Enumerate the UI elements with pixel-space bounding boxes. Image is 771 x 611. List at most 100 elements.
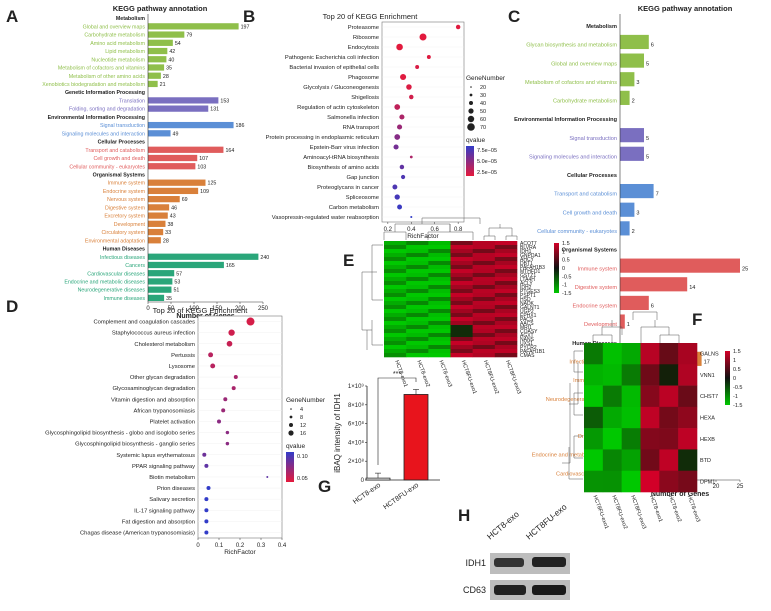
bar-label: Metabolism of other amino acids bbox=[69, 74, 146, 80]
heatmap-cell bbox=[640, 470, 660, 493]
bar-label: Global and overview maps bbox=[551, 61, 617, 67]
tick-label: 1×10⁹ bbox=[348, 383, 365, 390]
heatmap-cell bbox=[428, 309, 451, 314]
heatmap-cell bbox=[494, 345, 518, 350]
bar-label: Cell growth and death bbox=[93, 156, 145, 162]
heatmap-cell bbox=[428, 345, 451, 350]
heatmap-cell bbox=[494, 241, 518, 246]
row-label: NADK bbox=[520, 301, 535, 307]
heatmap-cell bbox=[472, 253, 496, 258]
heatmap-cell bbox=[494, 249, 518, 254]
heatmap-cell bbox=[428, 305, 451, 310]
data-point bbox=[221, 408, 226, 413]
bar-label: Lipid metabolism bbox=[105, 49, 145, 55]
bar-value: 38 bbox=[167, 222, 173, 228]
heatmap-cell bbox=[494, 349, 518, 354]
bar-value: 125 bbox=[208, 181, 217, 187]
heatmap-cell bbox=[678, 449, 698, 472]
data-point bbox=[226, 340, 233, 347]
bar-value: 28 bbox=[163, 74, 169, 80]
legend-size-label: 12 bbox=[300, 423, 306, 429]
legend-color-label: 0.10 bbox=[297, 454, 308, 460]
row-label: MTHFD1 bbox=[520, 269, 540, 275]
heatmap-cell bbox=[450, 273, 473, 278]
row-label: HEXB bbox=[700, 437, 715, 443]
heatmap-cell bbox=[494, 337, 518, 342]
tick-label: 50 bbox=[168, 306, 175, 312]
heatmap-cell bbox=[472, 305, 496, 310]
bar bbox=[148, 80, 158, 88]
category-label: HCT8FU-exo bbox=[382, 482, 420, 511]
heatmap-cell bbox=[450, 317, 473, 322]
category-label: Staphylococcus aureus infection bbox=[112, 331, 195, 337]
heatmap-cell bbox=[406, 341, 429, 346]
heatmap-cell bbox=[494, 313, 518, 318]
data-point bbox=[204, 497, 209, 502]
bar-value: 35 bbox=[166, 296, 172, 302]
column-label: HCT8-exo2 bbox=[667, 495, 682, 523]
heatmap-cell bbox=[472, 277, 496, 282]
legend-size-swatch bbox=[467, 123, 475, 131]
tick-label: 0 bbox=[196, 543, 200, 549]
colorbar-label: 1 bbox=[562, 249, 565, 255]
category-label: Proteoglycans in cancer bbox=[317, 185, 379, 191]
legend-size-label: 60 bbox=[480, 117, 486, 123]
row-label: PAFAH1B3 bbox=[520, 265, 545, 271]
heatmap-cell bbox=[450, 281, 473, 286]
data-point bbox=[394, 104, 401, 110]
row-label: LTA4H bbox=[520, 277, 535, 283]
bar-value: 5 bbox=[646, 154, 649, 160]
heatmap-cell bbox=[428, 313, 451, 318]
panel-letter: E bbox=[343, 251, 354, 270]
heatmap-cell bbox=[406, 273, 429, 278]
heatmap-cell bbox=[494, 297, 518, 302]
heatmap-cell bbox=[494, 301, 518, 306]
heatmap-cell bbox=[640, 343, 660, 365]
heatmap-cell bbox=[602, 385, 622, 408]
category-label: Pathogenic Escherichia coli infection bbox=[285, 55, 379, 61]
bar-value: 28 bbox=[163, 238, 169, 244]
heatmap-cell bbox=[659, 385, 679, 408]
heatmap-cell bbox=[428, 245, 451, 250]
heatmap-cell bbox=[406, 301, 429, 306]
heatmap-cell bbox=[472, 349, 496, 354]
heatmap-cell bbox=[472, 281, 496, 286]
heatmap-cell bbox=[584, 428, 604, 450]
heatmap-cell bbox=[406, 285, 429, 290]
heatmap-cell bbox=[384, 253, 407, 258]
row-label: CMAS bbox=[520, 353, 535, 359]
row-label: PSPT1 bbox=[520, 293, 536, 299]
colorbar-label: -1.5 bbox=[562, 291, 571, 297]
legend-size-label: 4 bbox=[300, 407, 303, 413]
row-label: VNN1 bbox=[700, 373, 715, 379]
bar-value: 21 bbox=[160, 82, 166, 88]
heatmap-cell bbox=[602, 406, 622, 429]
heatmap-cell bbox=[428, 329, 451, 334]
data-point bbox=[204, 530, 209, 535]
data-point bbox=[399, 114, 405, 120]
heatmap-cell bbox=[428, 277, 451, 282]
category-label: Lysosome bbox=[169, 364, 195, 370]
bar bbox=[620, 221, 630, 236]
heatmap-cell bbox=[450, 309, 473, 314]
row-label: PYCR2 bbox=[520, 345, 537, 351]
colorbar bbox=[725, 351, 730, 405]
tick-label: 20 bbox=[713, 484, 720, 490]
heatmap-cell bbox=[384, 305, 407, 310]
heatmap-cell bbox=[472, 317, 496, 322]
heatmap-cell bbox=[494, 321, 518, 326]
heatmap-cell bbox=[384, 261, 407, 266]
column-label: HCT8-exo3 bbox=[438, 360, 453, 388]
heatmap-cell bbox=[494, 281, 518, 286]
tick-label: 0.8 bbox=[454, 227, 463, 233]
legend-size-swatch bbox=[290, 408, 292, 410]
legend-title: qvalue bbox=[466, 137, 486, 144]
heatmap-cell bbox=[428, 269, 451, 274]
column-label: HCT8-exo2 bbox=[415, 360, 430, 388]
bar bbox=[148, 105, 209, 112]
heatmap-cell bbox=[406, 325, 429, 330]
heatmap-cell bbox=[406, 313, 429, 318]
heatmap-cell bbox=[384, 349, 407, 354]
panel-letter: A bbox=[6, 7, 18, 26]
heatmap-cell bbox=[602, 428, 622, 450]
